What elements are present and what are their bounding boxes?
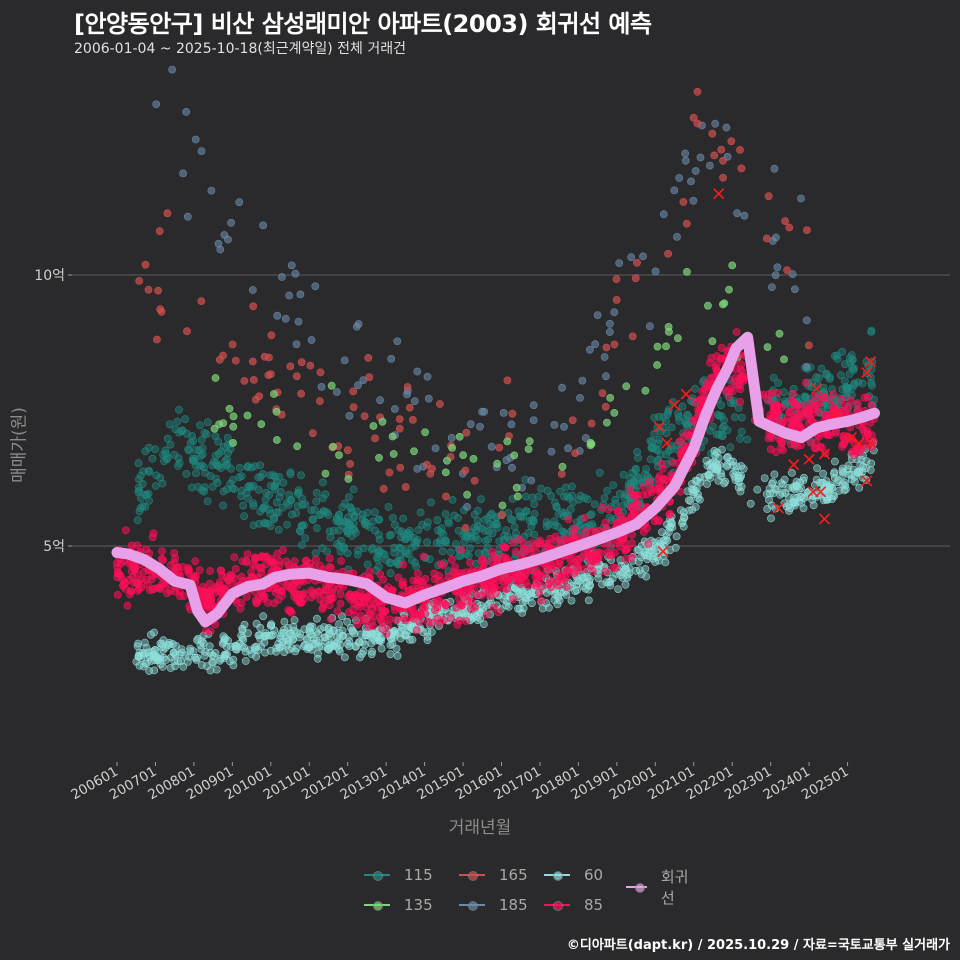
legend-item: 185	[459, 896, 528, 914]
cross-markers	[653, 188, 877, 557]
cross-marker	[861, 475, 873, 487]
cross-marker	[818, 513, 831, 525]
cross-marker	[772, 502, 784, 514]
scatter-points	[113, 65, 878, 675]
cross-marker	[668, 399, 681, 411]
legend-item: 85	[544, 896, 603, 914]
x-axis-label: 거래년월	[448, 818, 512, 838]
legend-label: 185	[499, 896, 528, 914]
cross-marker	[845, 432, 857, 444]
legend-label: 회귀선	[660, 868, 689, 907]
legend-swatch-icon	[544, 899, 570, 911]
legend-label: 135	[404, 896, 433, 914]
cross-marker	[815, 486, 827, 498]
regression-line	[111, 331, 880, 628]
legend-label: 60	[584, 866, 604, 884]
legend-swatch-icon	[459, 899, 485, 911]
cross-marker	[818, 448, 831, 460]
legend-item: 165	[459, 866, 528, 884]
cross-marker	[865, 356, 877, 368]
y-tick-label: 10억	[34, 268, 65, 284]
cross-marker	[865, 437, 877, 449]
legend-item: 회귀선	[626, 866, 694, 908]
regression-line-path	[111, 331, 880, 628]
legend-label: 165	[499, 866, 528, 884]
legend-item: 60	[544, 866, 603, 884]
cross-marker	[803, 453, 815, 465]
footer-credit: ©디아파트(dapt.kr) / 2025.10.29 / 자료=국토교통부 실…	[566, 938, 950, 953]
y-axis-label: 매매가(원)	[9, 407, 30, 483]
chart-subtitle: 2006-01-04 ~ 2025-10-18(최근계약일) 전체 거래건	[74, 41, 406, 57]
cross-marker	[811, 383, 823, 395]
cross-marker	[853, 437, 865, 449]
cross-marker	[713, 188, 725, 200]
grid-lines	[70, 274, 950, 547]
cross-marker	[788, 459, 800, 471]
cross-marker	[661, 437, 673, 449]
cross-marker	[680, 388, 692, 400]
legend-label: 115	[404, 866, 433, 884]
legend-item: 135	[364, 896, 433, 914]
y-tick-label: 5억	[43, 539, 65, 555]
cross-marker	[653, 421, 665, 433]
y-axis-ticks: 5억 10억	[34, 268, 72, 555]
legend-swatch-icon	[544, 869, 570, 881]
chart-title: [안양동안구] 비산 삼성래미안 아파트(2003) 회귀선 예측	[74, 10, 652, 38]
legend-swatch-icon	[364, 899, 390, 911]
legend-label: 85	[584, 896, 604, 914]
x-axis-ticks: 2006012007012008012009012010012011012012…	[68, 762, 852, 803]
cross-marker	[861, 366, 873, 379]
legend-swatch-icon	[364, 869, 390, 881]
legend-item: 115	[364, 866, 433, 884]
legend-swatch-icon	[459, 869, 485, 881]
cross-marker	[657, 545, 669, 557]
legend-swatch-icon	[626, 881, 647, 893]
